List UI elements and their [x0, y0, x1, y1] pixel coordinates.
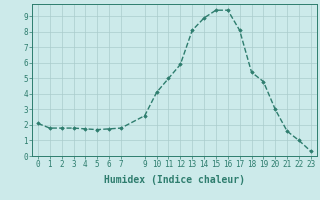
- X-axis label: Humidex (Indice chaleur): Humidex (Indice chaleur): [104, 175, 245, 185]
